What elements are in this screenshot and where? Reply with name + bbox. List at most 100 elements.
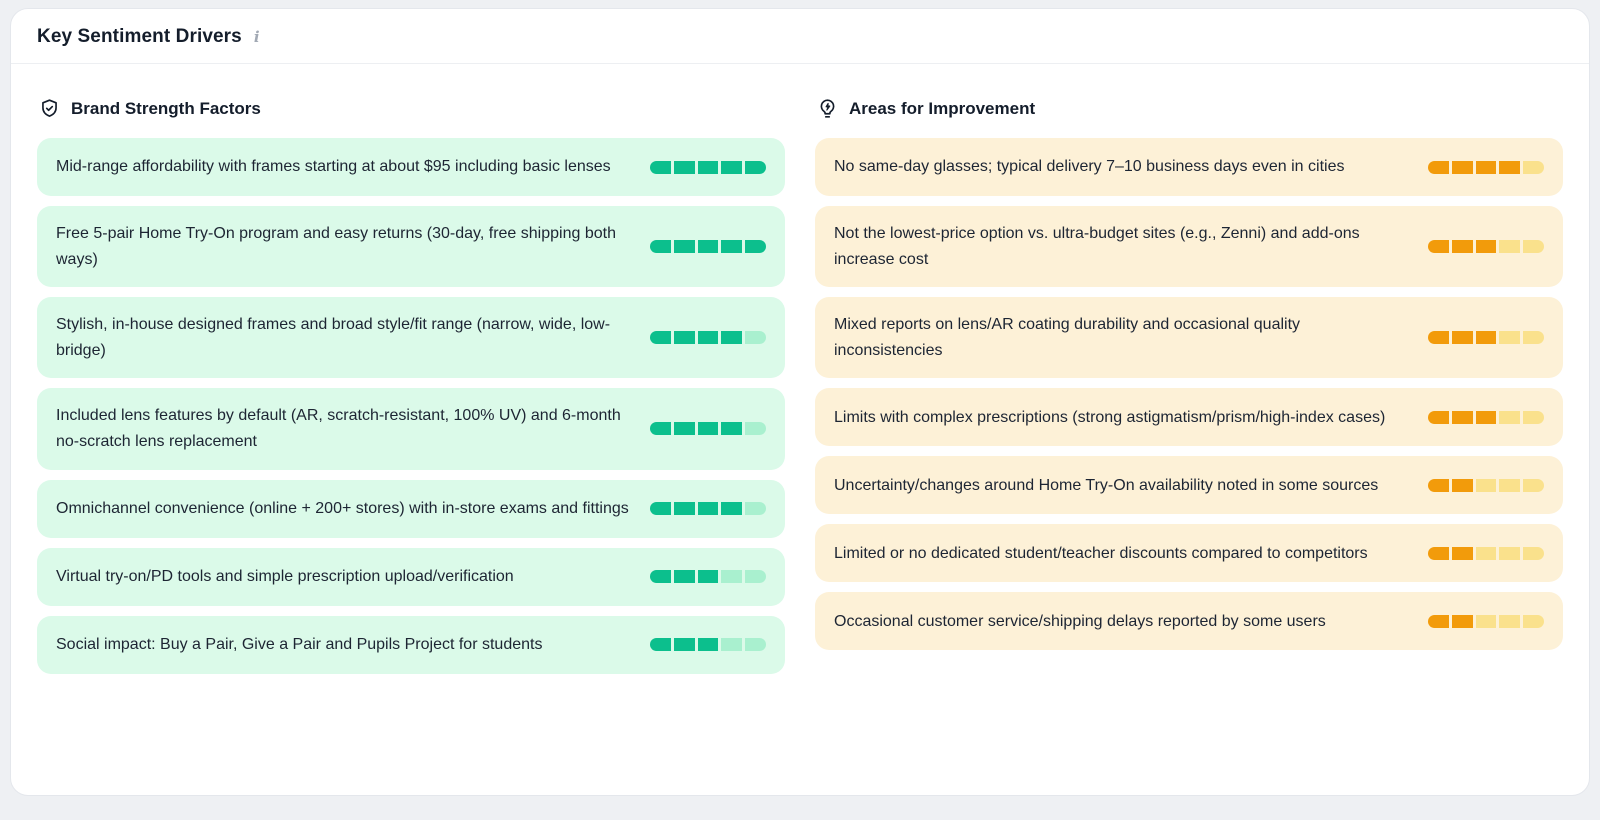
score-bar	[650, 502, 766, 516]
score-bar	[1428, 614, 1544, 628]
card-text: Stylish, in-house designed frames and br…	[56, 316, 611, 359]
score-segment	[745, 331, 766, 345]
score-segment	[650, 331, 671, 345]
score-segment	[1475, 546, 1497, 560]
improvement-card: Uncertainty/changes around Home Try-On a…	[815, 456, 1563, 515]
score-segment	[1499, 160, 1521, 174]
score-segment	[673, 422, 695, 436]
score-segment	[697, 240, 719, 254]
score-segment	[745, 502, 766, 516]
score-segment	[673, 502, 695, 516]
score-segment	[721, 160, 743, 174]
score-segment	[1499, 546, 1521, 560]
lightbulb-bolt-icon	[817, 98, 838, 119]
strengths-column: Brand Strength Factors Mid-range afforda…	[37, 84, 785, 674]
score-segment	[650, 422, 671, 436]
score-segment	[1451, 614, 1473, 628]
score-segment	[1499, 478, 1521, 492]
score-segment	[745, 160, 766, 174]
score-segment	[1523, 478, 1544, 492]
score-segment	[1451, 160, 1473, 174]
improvements-card-list: No same-day glasses; typical delivery 7–…	[815, 138, 1563, 651]
strengths-card-list: Mid-range affordability with frames star…	[37, 138, 785, 674]
improvement-card: Limited or no dedicated student/teacher …	[815, 524, 1563, 583]
card-text: Mixed reports on lens/AR coating durabil…	[834, 316, 1301, 359]
score-segment	[1523, 160, 1544, 174]
card-text: Limited or no dedicated student/teacher …	[834, 544, 1368, 562]
strength-card: Included lens features by default (AR, s…	[37, 388, 785, 470]
strength-card: Mid-range affordability with frames star…	[37, 138, 785, 196]
score-segment	[650, 638, 671, 652]
card-text: Occasional customer service/shipping del…	[834, 612, 1326, 630]
score-bar	[650, 638, 766, 652]
score-segment	[1499, 410, 1521, 424]
strength-card: Social impact: Buy a Pair, Give a Pair a…	[37, 615, 785, 674]
score-segment	[1523, 240, 1544, 254]
score-segment	[697, 160, 719, 174]
improvement-card: No same-day glasses; typical delivery 7–…	[815, 138, 1563, 196]
panel-header: Key Sentiment Drivers i	[11, 9, 1589, 64]
strength-card: Omnichannel convenience (online + 200+ s…	[37, 479, 785, 538]
score-segment	[1499, 331, 1521, 345]
score-segment	[1475, 478, 1497, 492]
score-bar	[1428, 160, 1544, 174]
strengths-header: Brand Strength Factors	[39, 98, 785, 119]
score-segment	[673, 570, 695, 584]
score-bar	[650, 160, 766, 174]
score-segment	[1499, 614, 1521, 628]
score-segment	[697, 502, 719, 516]
score-segment	[1428, 410, 1449, 424]
score-segment	[1428, 160, 1449, 174]
improvement-card: Mixed reports on lens/AR coating durabil…	[815, 297, 1563, 379]
strength-card: Free 5-pair Home Try-On program and easy…	[37, 206, 785, 288]
card-text: Virtual try-on/PD tools and simple presc…	[56, 567, 514, 585]
score-segment	[1428, 331, 1449, 345]
score-segment	[697, 570, 719, 584]
score-segment	[1451, 478, 1473, 492]
score-bar	[1428, 410, 1544, 424]
score-segment	[1428, 546, 1449, 560]
score-bar	[1428, 478, 1544, 492]
score-segment	[1451, 240, 1473, 254]
score-segment	[1499, 240, 1521, 254]
score-segment	[721, 502, 743, 516]
score-segment	[721, 422, 743, 436]
card-text: Omnichannel convenience (online + 200+ s…	[56, 499, 629, 517]
score-bar	[650, 331, 766, 345]
improvement-card: Limits with complex prescriptions (stron…	[815, 388, 1563, 447]
score-segment	[1475, 240, 1497, 254]
shield-check-icon	[39, 98, 60, 119]
page-title: Key Sentiment Drivers	[37, 26, 242, 47]
improvements-header: Areas for Improvement	[817, 98, 1563, 119]
card-text: Not the lowest-price option vs. ultra-bu…	[834, 225, 1360, 268]
strength-card: Stylish, in-house designed frames and br…	[37, 297, 785, 379]
strengths-header-label: Brand Strength Factors	[71, 98, 261, 118]
score-bar	[650, 240, 766, 254]
score-bar	[1428, 240, 1544, 254]
info-icon[interactable]: i	[253, 28, 260, 46]
score-segment	[721, 638, 743, 652]
score-segment	[745, 570, 766, 584]
score-segment	[673, 331, 695, 345]
score-segment	[1428, 240, 1449, 254]
score-bar	[1428, 546, 1544, 560]
score-segment	[1475, 410, 1497, 424]
card-text: Social impact: Buy a Pair, Give a Pair a…	[56, 635, 543, 653]
score-segment	[1451, 331, 1473, 345]
card-text: No same-day glasses; typical delivery 7–…	[834, 158, 1345, 176]
score-segment	[1523, 410, 1544, 424]
score-segment	[1428, 478, 1449, 492]
score-bar	[650, 570, 766, 584]
score-segment	[1475, 160, 1497, 174]
score-segment	[650, 570, 671, 584]
score-segment	[721, 570, 743, 584]
card-text: Included lens features by default (AR, s…	[56, 407, 621, 450]
card-text: Uncertainty/changes around Home Try-On a…	[834, 476, 1379, 494]
score-segment	[697, 638, 719, 652]
score-bar	[1428, 331, 1544, 345]
score-segment	[650, 160, 671, 174]
score-segment	[1475, 614, 1497, 628]
score-segment	[745, 422, 766, 436]
key-sentiment-drivers-panel: Key Sentiment Drivers i Brand Strength F…	[10, 8, 1590, 796]
score-segment	[721, 331, 743, 345]
